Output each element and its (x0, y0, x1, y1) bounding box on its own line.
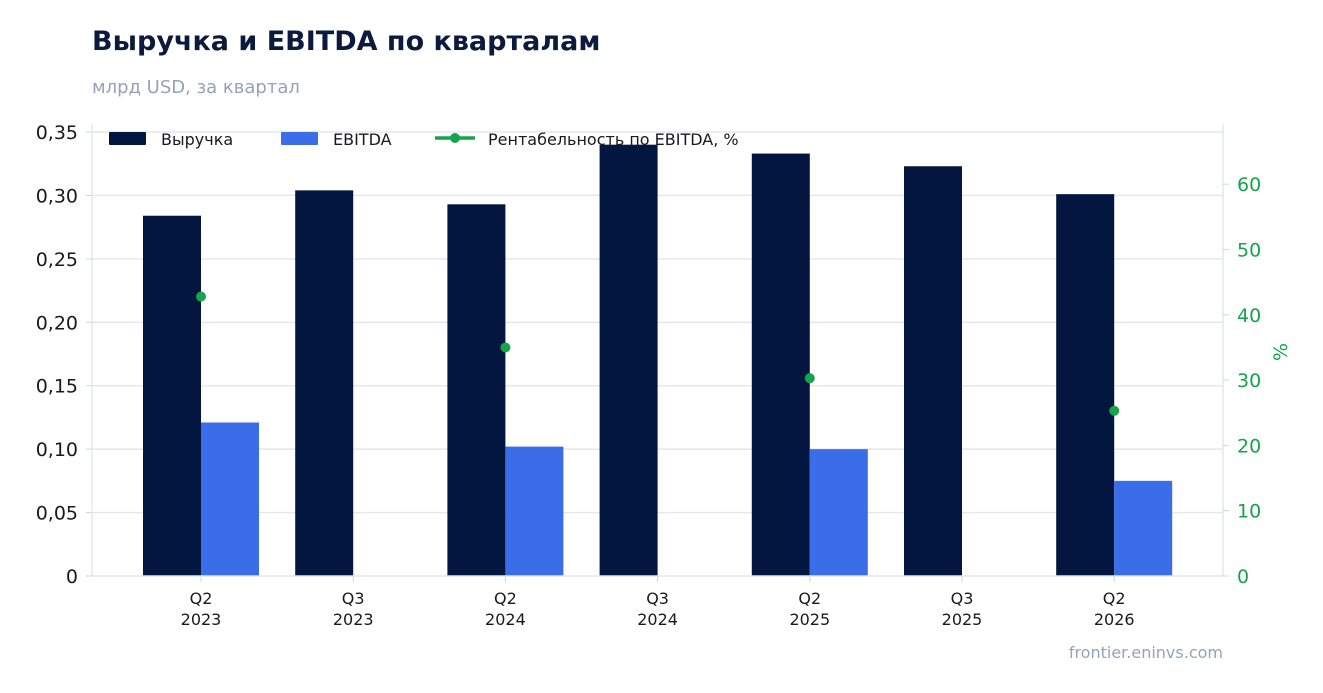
x-tick-label-year: 2024 (637, 610, 678, 629)
bar-revenue (599, 144, 658, 576)
legend-swatch-ebitda (281, 132, 318, 145)
y-left-tick-label: 0,20 (36, 312, 78, 334)
x-tick-label-year: 2025 (789, 610, 830, 629)
y-left-tick-label: 0,30 (36, 185, 78, 207)
bar-revenue (1056, 194, 1115, 576)
x-tick-label-quarter: Q2 (190, 589, 213, 608)
y-right-tick-label: 20 (1237, 435, 1261, 457)
bar-revenue (143, 215, 201, 576)
x-tick-label-quarter: Q2 (1103, 589, 1126, 608)
legend-label-ebitda: EBITDA (333, 130, 392, 149)
bar-ebitda (809, 449, 868, 576)
x-tick-label-year: 2024 (485, 610, 526, 629)
marker-margin (196, 291, 206, 302)
y-right-tick-label: 30 (1237, 370, 1261, 392)
y-left-tick-label: 0,25 (36, 249, 78, 271)
x-tick-label-year: 2023 (181, 610, 222, 629)
x-ticks: Q2 2023 Q3 2023 Q2 2024 Q3 2024 Q2 2025 Q3 2025 Q2 20… (181, 576, 1135, 629)
y-right-ticks: 0 10 20 30 40 50 60 (1223, 174, 1261, 588)
y-left-ticks: 0 0,05 0,10 0,15 0,20 0,25 0,30 0,35 (36, 122, 92, 588)
y-left-tick-label: 0,15 (36, 376, 78, 398)
bar-revenue (751, 153, 810, 576)
bar-revenue (295, 190, 354, 576)
y-left-tick-label: 0 (66, 566, 78, 588)
x-tick-label-year: 2026 (1094, 610, 1135, 629)
x-tick-label-year: 2025 (942, 610, 983, 629)
y-right-tick-label: 0 (1237, 566, 1249, 588)
y-right-tick-label: 10 (1237, 501, 1261, 523)
marker-margin (500, 342, 511, 353)
legend-swatch-margin-marker (450, 133, 460, 143)
x-tick-label-quarter: Q3 (646, 589, 669, 608)
marker-margin (1109, 405, 1120, 416)
marker-margin (804, 373, 815, 384)
bar-ebitda (505, 446, 564, 576)
y-right-tick-label: 40 (1237, 305, 1261, 327)
x-tick-label-year: 2023 (333, 610, 374, 629)
x-tick-label-quarter: Q2 (798, 589, 821, 608)
x-tick-label-quarter: Q3 (951, 589, 974, 608)
bar-ebitda (201, 422, 259, 576)
source-credit: frontier.eninvs.com (1068, 643, 1223, 662)
y-left-tick-label: 0,05 (36, 503, 78, 525)
x-tick-label-quarter: Q3 (342, 589, 365, 608)
legend-label-margin: Рентабельность по EBITDA, % (488, 130, 739, 149)
y-right-tick-label: 50 (1237, 240, 1261, 262)
bar-ebitda (1114, 480, 1173, 576)
y-left-tick-label: 0,35 (36, 122, 78, 144)
chart-title: Выручка и EBITDA по кварталам (92, 26, 601, 57)
y-right-tick-label: 60 (1237, 174, 1261, 196)
margin-markers (196, 291, 1120, 416)
x-tick-label-quarter: Q2 (494, 589, 517, 608)
y-left-tick-label: 0,10 (36, 439, 78, 461)
y-right-axis-label: % (1270, 343, 1292, 361)
legend: Выручка EBITDA Рентабельность по EBITDA,… (109, 130, 739, 149)
legend-label-revenue: Выручка (161, 130, 233, 149)
bar-revenue (904, 166, 962, 576)
bar-revenue (447, 204, 506, 576)
bars (143, 144, 1173, 576)
chart-subtitle: млрд USD, за квартал (92, 77, 300, 98)
legend-swatch-revenue (109, 132, 146, 145)
